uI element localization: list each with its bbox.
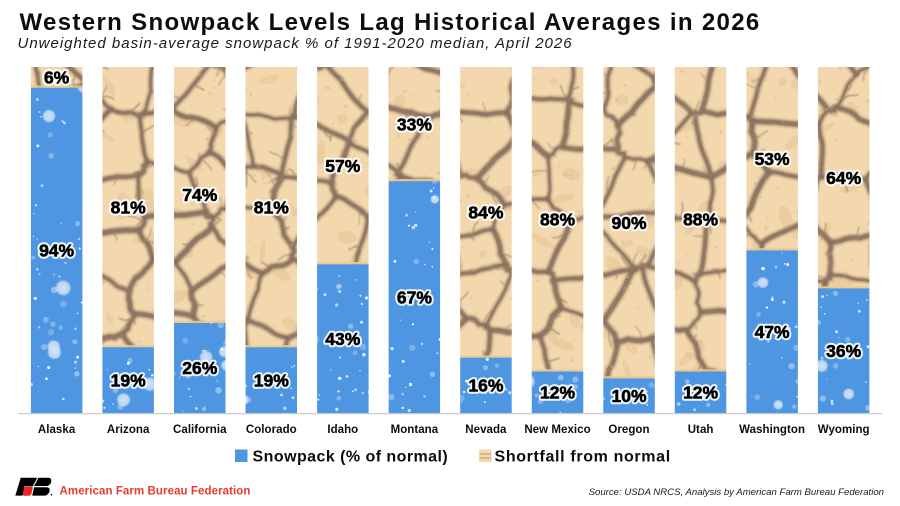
svg-text:12%: 12%	[540, 382, 575, 402]
svg-text:84%: 84%	[468, 203, 503, 223]
svg-text:36%: 36%	[826, 341, 861, 361]
svg-text:Snowpack (% of normal): Snowpack (% of normal)	[253, 449, 449, 466]
svg-text:19%: 19%	[111, 370, 146, 390]
svg-text:90%: 90%	[611, 213, 646, 233]
svg-text:64%: 64%	[826, 168, 861, 188]
svg-text:74%: 74%	[182, 185, 217, 205]
svg-text:16%: 16%	[468, 376, 503, 396]
svg-text:Montana: Montana	[391, 424, 439, 436]
svg-text:47%: 47%	[755, 322, 790, 342]
svg-text:53%: 53%	[755, 149, 790, 169]
svg-text:74%: 74%	[182, 185, 217, 205]
svg-text:19%: 19%	[254, 370, 289, 390]
svg-text:Washington: Washington	[739, 424, 805, 436]
svg-text:California: California	[173, 424, 227, 436]
svg-text:New Mexico: New Mexico	[524, 424, 590, 436]
svg-text:88%: 88%	[540, 209, 575, 229]
svg-text:36%: 36%	[826, 341, 861, 361]
svg-text:88%: 88%	[683, 209, 718, 229]
svg-text:88%: 88%	[683, 209, 718, 229]
svg-text:43%: 43%	[325, 329, 360, 349]
svg-text:47%: 47%	[755, 322, 790, 342]
svg-text:Source: USDA NRCS, Analysis by: Source: USDA NRCS, Analysis by American …	[589, 487, 884, 498]
svg-text:Colorado: Colorado	[246, 424, 297, 436]
svg-text:81%: 81%	[111, 197, 146, 217]
svg-text:43%: 43%	[325, 329, 360, 349]
svg-text:67%: 67%	[397, 287, 432, 307]
svg-text:53%: 53%	[755, 149, 790, 169]
svg-text:90%: 90%	[611, 213, 646, 233]
svg-text:American Farm Bureau Federatio: American Farm Bureau Federation	[60, 486, 251, 498]
svg-text:81%: 81%	[111, 197, 146, 217]
svg-text:81%: 81%	[254, 197, 289, 217]
svg-text:19%: 19%	[111, 370, 146, 390]
svg-text:57%: 57%	[325, 156, 360, 176]
svg-text:26%: 26%	[182, 358, 217, 378]
svg-text:33%: 33%	[397, 114, 432, 134]
svg-text:Idaho: Idaho	[327, 424, 358, 436]
svg-text:6%: 6%	[44, 68, 70, 88]
svg-text:12%: 12%	[683, 382, 718, 402]
svg-text:Nevada: Nevada	[465, 424, 507, 436]
svg-text:94%: 94%	[39, 241, 74, 261]
svg-text:Shortfall from normal: Shortfall from normal	[495, 449, 671, 466]
svg-text:67%: 67%	[397, 287, 432, 307]
svg-text:26%: 26%	[182, 358, 217, 378]
svg-text:Western Snowpack Levels Lag Hi: Western Snowpack Levels Lag Historical A…	[20, 9, 761, 36]
svg-text:19%: 19%	[254, 370, 289, 390]
svg-text:Oregon: Oregon	[608, 424, 649, 436]
svg-text:Utah: Utah	[688, 424, 714, 436]
svg-text:16%: 16%	[468, 376, 503, 396]
svg-text:57%: 57%	[325, 156, 360, 176]
svg-text:6%: 6%	[44, 68, 70, 88]
svg-text:64%: 64%	[826, 168, 861, 188]
svg-text:10%: 10%	[611, 386, 646, 406]
svg-text:Unweighted basin-average snowp: Unweighted basin-average snowpack % of 1…	[18, 35, 573, 52]
svg-text:Arizona: Arizona	[107, 424, 150, 436]
svg-text:12%: 12%	[683, 382, 718, 402]
svg-text:Alaska: Alaska	[38, 424, 76, 436]
svg-text:88%: 88%	[540, 209, 575, 229]
svg-text:81%: 81%	[254, 197, 289, 217]
svg-text:Wyoming: Wyoming	[818, 424, 870, 436]
svg-text:84%: 84%	[468, 203, 503, 223]
svg-text:94%: 94%	[39, 241, 74, 261]
svg-text:33%: 33%	[397, 114, 432, 134]
svg-text:10%: 10%	[611, 386, 646, 406]
svg-text:12%: 12%	[540, 382, 575, 402]
